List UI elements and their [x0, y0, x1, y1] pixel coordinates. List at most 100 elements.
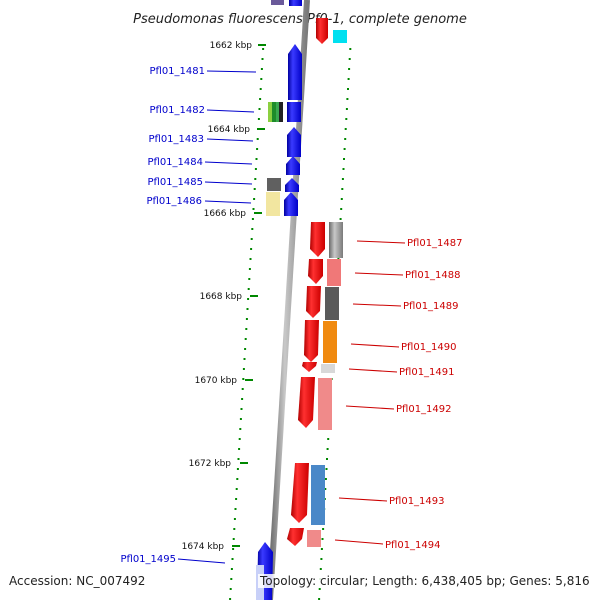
ring-dot [349, 48, 352, 50]
ring-dot [326, 458, 328, 460]
leader-line [206, 109, 255, 113]
ring-dot [239, 418, 242, 420]
ring-dot [318, 598, 321, 600]
gene-arrow-1488[interactable] [308, 259, 323, 284]
gene-label-1487[interactable]: Pfl01_1487 [407, 238, 463, 249]
leader-line [206, 138, 254, 142]
ring-dot [321, 538, 324, 540]
ring-dot [258, 108, 261, 110]
gene-arrow-1486[interactable] [284, 192, 298, 216]
accession-text: Accession: NC_007492 [7, 574, 148, 588]
ring-dot [260, 78, 263, 80]
gene-block-1482[interactable] [287, 102, 301, 122]
leader-line [345, 405, 395, 410]
ring-dot [256, 148, 259, 150]
gene-label-1482[interactable]: Pfl01_1482 [149, 105, 205, 116]
scale-label: 1670 kbp [195, 376, 238, 386]
ring-dot [232, 548, 235, 550]
ring-dot [347, 78, 350, 80]
left-gene-labels: Pfl01_1481 Pfl01_1482 Pfl01_1483 Pfl01_1… [120, 66, 205, 565]
gene-label-1485[interactable]: Pfl01_1485 [147, 177, 203, 188]
gene-arrow-1492[interactable] [298, 377, 315, 428]
ring-dot [230, 568, 233, 570]
scale-label: 1662 kbp [210, 41, 253, 51]
ring-dot [259, 98, 262, 100]
ring-dot [229, 598, 232, 600]
ring-dot [243, 358, 246, 360]
ring-dot [242, 368, 245, 370]
cog-block-1482 [268, 102, 272, 122]
ring-dot [250, 238, 253, 240]
ring-dot [253, 188, 256, 190]
gene-arrow-1487[interactable] [310, 222, 325, 257]
cog-block-1482 [279, 102, 283, 122]
ring-dot [238, 438, 241, 440]
ring-dot [254, 168, 257, 170]
gene-arrow-1494[interactable] [287, 528, 304, 546]
ring-dot [257, 118, 260, 120]
gene-arrow-1483[interactable] [287, 127, 301, 157]
gene-arrow-1481[interactable] [288, 44, 302, 100]
ring-dot [232, 538, 235, 540]
gene-label-1490[interactable]: Pfl01_1490 [401, 342, 457, 353]
gene-arrow-1485[interactable] [285, 178, 299, 192]
ring-dot [244, 348, 247, 350]
leader-line [356, 240, 406, 244]
cog-block-1489 [325, 287, 339, 320]
gene-label-1493[interactable]: Pfl01_1493 [389, 496, 445, 507]
ring-dot [343, 158, 345, 160]
ring-dot [231, 558, 234, 560]
ring-dot [347, 88, 349, 90]
ring-dot [241, 388, 244, 390]
gene-label-1494[interactable]: Pfl01_1494 [385, 540, 441, 551]
ring-dot [248, 268, 251, 270]
ring-dot [248, 278, 251, 280]
gene-label-1481[interactable]: Pfl01_1481 [149, 66, 205, 77]
ring-dot [242, 378, 245, 380]
gene-arrow-1491[interactable] [302, 362, 317, 372]
gene-label-1495[interactable]: Pfl01_1495 [120, 554, 176, 565]
partial-top-features [271, 0, 347, 44]
ring-dot [319, 568, 322, 570]
gene-label-1489[interactable]: Pfl01_1489 [403, 301, 459, 312]
map-title: Pseudomonas fluorescens Pf0-1, complete … [133, 12, 467, 27]
scale-label: 1664 kbp [208, 125, 251, 135]
ring-dot [253, 198, 256, 200]
ring-dot [236, 468, 239, 470]
ring-dot [249, 258, 252, 260]
ring-dot [342, 168, 345, 170]
gene-label-1488[interactable]: Pfl01_1488 [405, 270, 461, 281]
left-leader-lines [177, 70, 257, 564]
cog-block-1493 [311, 465, 325, 525]
gene-label-1491[interactable]: Pfl01_1491 [399, 367, 455, 378]
ring-dot [245, 318, 248, 320]
ring-dot [318, 588, 321, 590]
cog-block-1494 [307, 530, 321, 547]
cog-block-1490 [323, 321, 337, 363]
gene-arrow-1493[interactable] [291, 463, 309, 523]
cog-block-1485 [267, 178, 281, 191]
gene-label-1483[interactable]: Pfl01_1483 [148, 134, 204, 145]
ring-dot [252, 208, 255, 210]
gene-label-1492[interactable]: Pfl01_1492 [396, 404, 452, 415]
ring-dot [348, 68, 351, 70]
ring-dot [261, 58, 264, 60]
scale-label: 1674 kbp [182, 542, 225, 552]
gene-arrow-1484[interactable] [286, 156, 300, 175]
ring-dot [320, 558, 323, 560]
ring-dot [345, 108, 348, 110]
leader-line [334, 539, 384, 545]
ring-dot [233, 518, 236, 520]
ring-dot [324, 488, 327, 490]
gene-label-1484[interactable]: Pfl01_1484 [147, 157, 203, 168]
gene-arrow-1490[interactable] [304, 320, 319, 362]
leader-line [352, 303, 402, 307]
ring-dot [341, 178, 344, 180]
gene-label-1486[interactable]: Pfl01_1486 [146, 196, 202, 207]
leader-line [348, 368, 398, 373]
ring-dot [340, 198, 343, 200]
ring-dot [327, 438, 330, 440]
gene-arrow-1489[interactable] [306, 286, 321, 318]
ring-dot [235, 498, 238, 500]
